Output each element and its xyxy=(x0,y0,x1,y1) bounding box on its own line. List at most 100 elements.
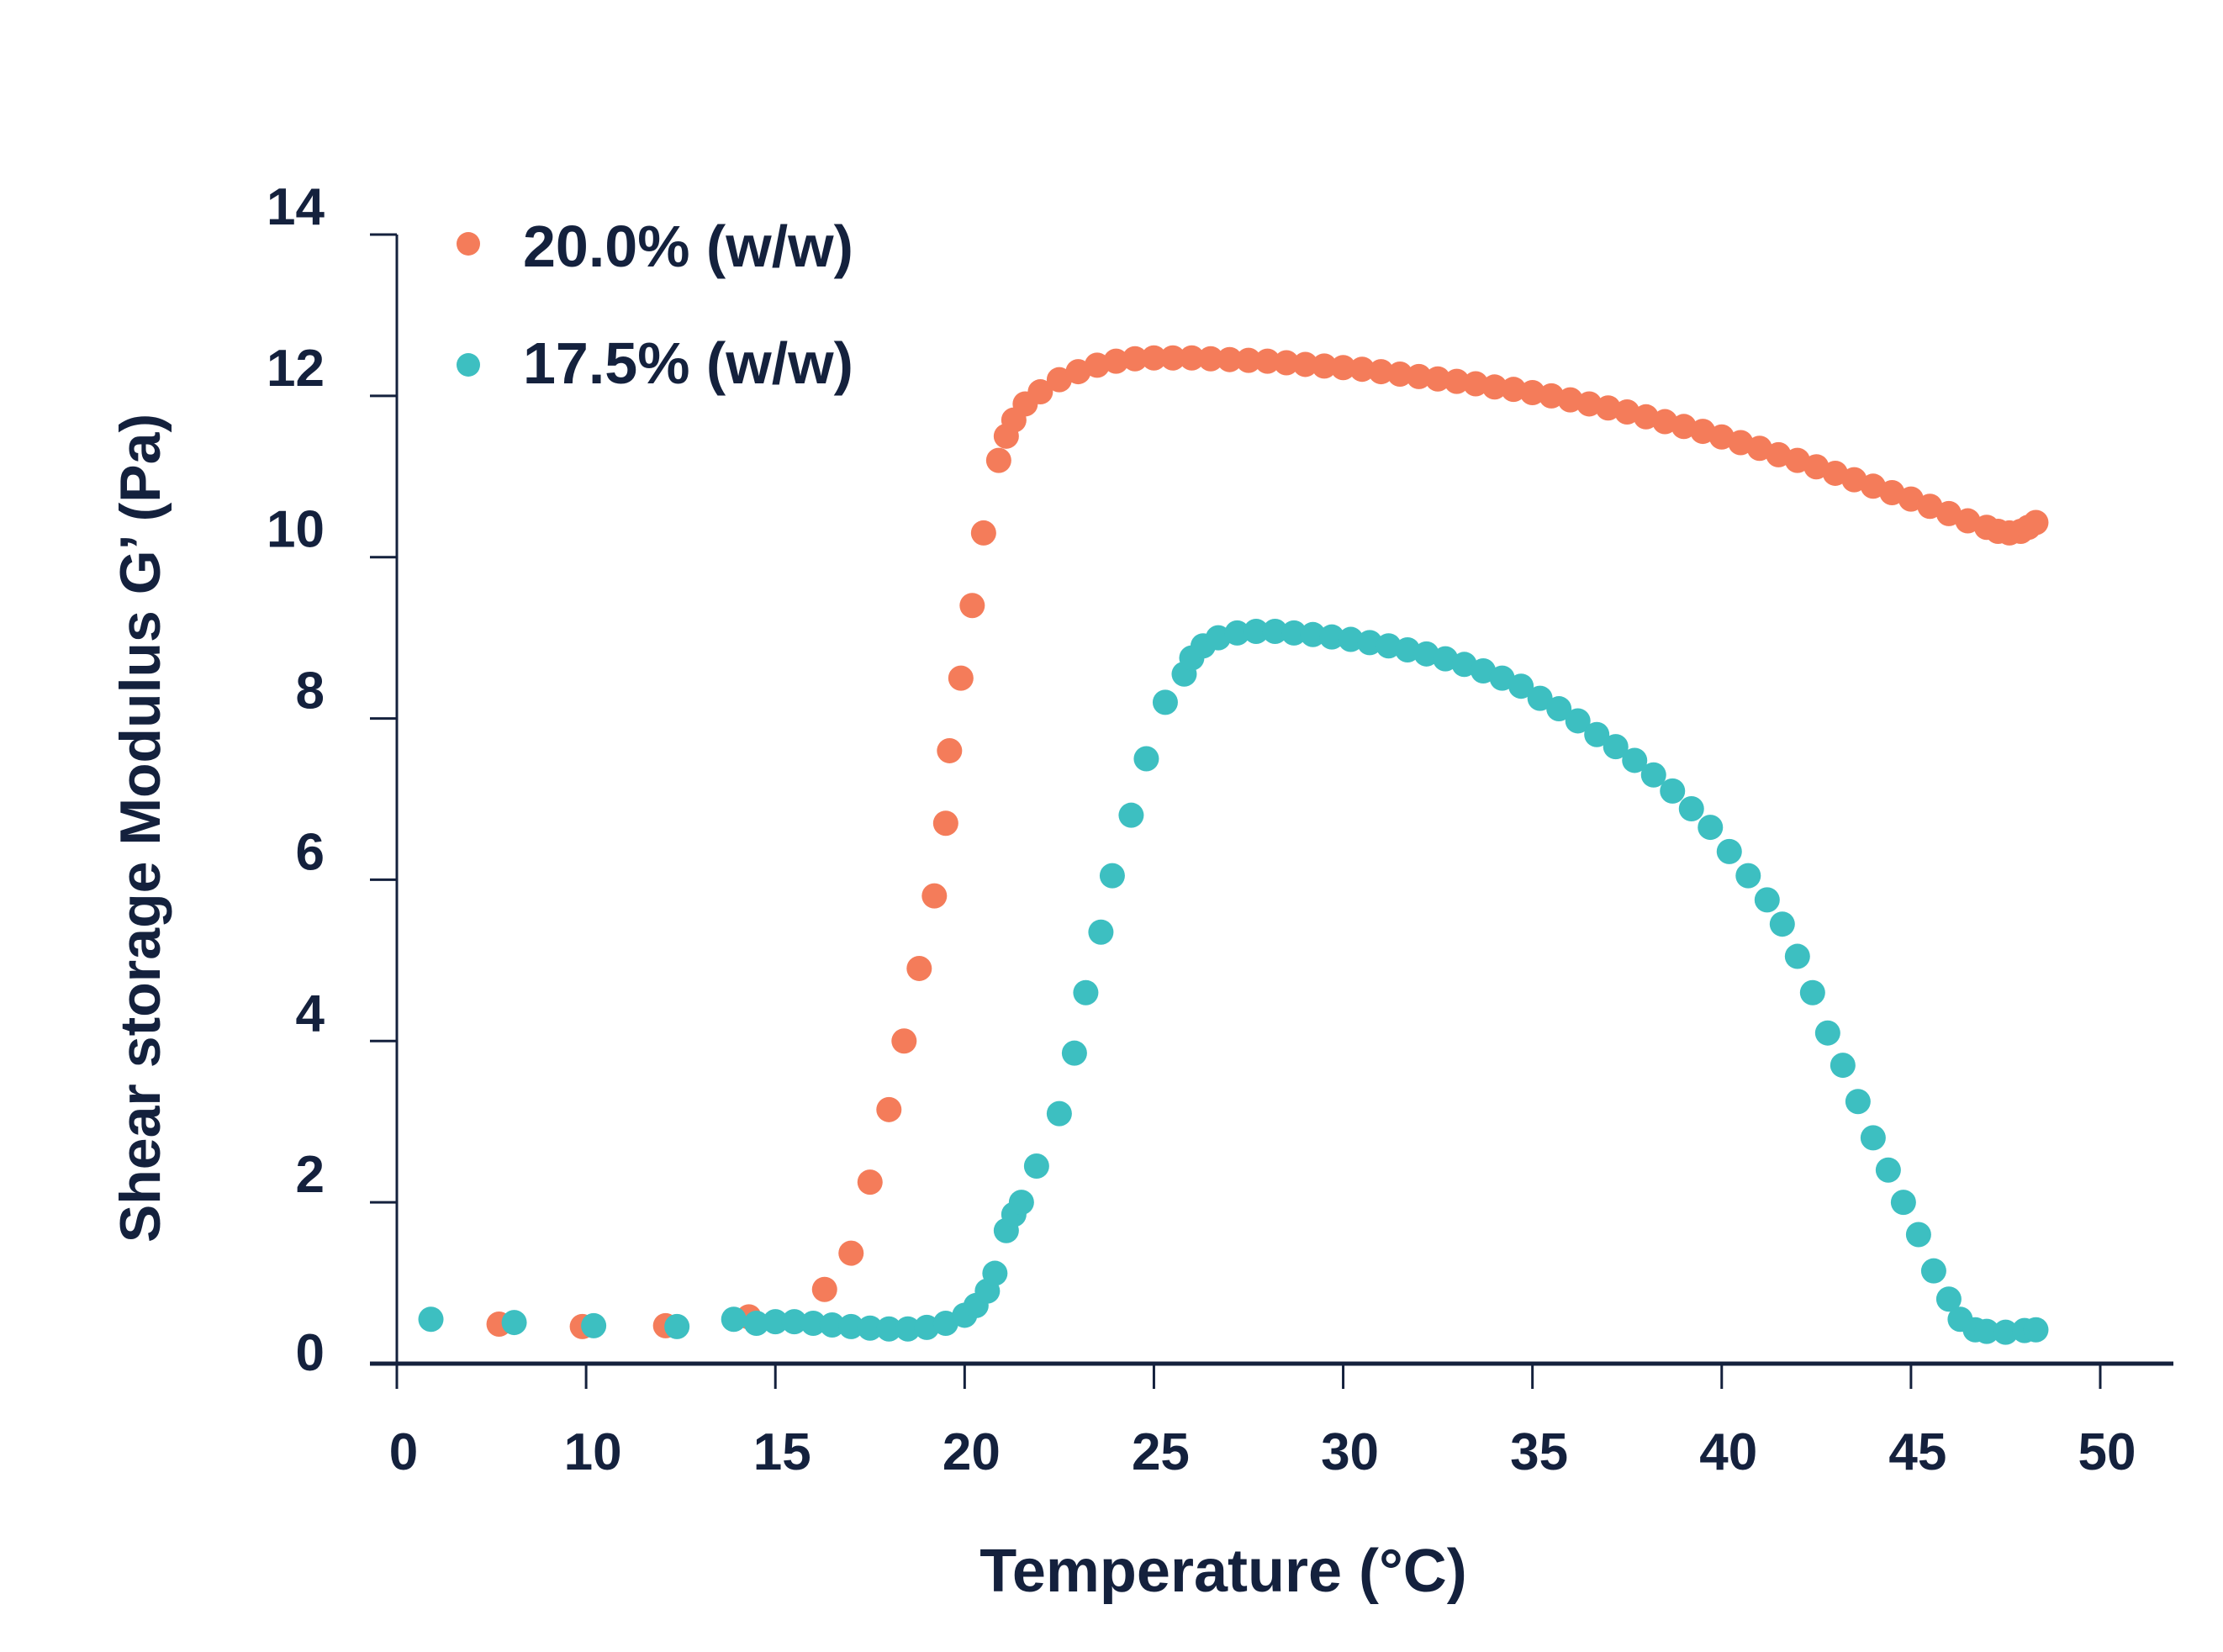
data-point xyxy=(1754,887,1780,913)
data-point xyxy=(781,1309,807,1335)
data-point xyxy=(1640,762,1666,788)
data-point xyxy=(1955,508,1981,534)
data-point xyxy=(1008,1190,1034,1216)
data-point xyxy=(1338,626,1364,652)
data-point xyxy=(1898,486,1924,512)
data-point xyxy=(1875,1157,1901,1183)
x-tick-label: 25 xyxy=(1132,1423,1190,1481)
data-point xyxy=(800,1311,826,1337)
data-point xyxy=(1622,747,1648,773)
data-point xyxy=(1935,1286,1962,1312)
data-point xyxy=(1519,380,1545,406)
data-point xyxy=(1973,1318,1999,1344)
y-tick-label: 14 xyxy=(267,178,325,236)
data-point xyxy=(1841,467,1867,493)
data-point xyxy=(1103,348,1129,374)
data-point xyxy=(1406,363,1432,389)
data-point xyxy=(1387,361,1413,387)
data-point xyxy=(838,1240,864,1266)
data-point xyxy=(982,1260,1008,1286)
data-point xyxy=(1244,618,1270,644)
legend: 20.0% (w/w) 17.5% (w/w) xyxy=(457,214,853,396)
data-point xyxy=(1803,454,1830,480)
data-point xyxy=(763,1309,789,1335)
x-tick-label: 0 xyxy=(389,1423,418,1481)
data-point xyxy=(1993,1319,2019,1345)
data-point xyxy=(1698,815,1724,841)
data-point xyxy=(932,1311,958,1337)
data-point xyxy=(1735,863,1761,889)
data-point xyxy=(1376,633,1402,659)
data-point xyxy=(1061,1040,1087,1066)
data-point xyxy=(1728,430,1754,456)
data-point xyxy=(1766,441,1792,467)
x-tick-label: 15 xyxy=(753,1423,811,1481)
data-point xyxy=(1860,1125,1886,1151)
x-tick-label: 10 xyxy=(564,1423,622,1481)
data-point xyxy=(1349,356,1376,383)
data-point xyxy=(1027,379,1053,405)
legend-marker-17-5 xyxy=(457,353,480,377)
x-tick-label: 20 xyxy=(943,1423,1001,1481)
data-point xyxy=(895,1316,921,1342)
data-point xyxy=(743,1311,769,1337)
data-point xyxy=(2023,509,2049,536)
data-point xyxy=(1879,479,1905,505)
data-point xyxy=(1046,1100,1072,1127)
y-tick-label: 2 xyxy=(296,1146,325,1204)
data-point xyxy=(721,1306,747,1333)
data-point xyxy=(1603,734,1629,760)
data-point xyxy=(1330,355,1356,381)
data-point xyxy=(1527,685,1553,711)
data-point xyxy=(664,1313,690,1339)
data-point xyxy=(1451,652,1477,678)
data-point xyxy=(1671,414,1697,440)
y-tick-label: 0 xyxy=(296,1324,325,1382)
data-point xyxy=(1546,696,1572,722)
data-point xyxy=(1716,838,1742,864)
data-point xyxy=(1099,863,1125,889)
data-point xyxy=(1444,368,1470,394)
legend-marker-20-0 xyxy=(457,232,480,256)
data-point xyxy=(1652,409,1678,435)
data-point xyxy=(1141,345,1167,371)
data-point xyxy=(1281,620,1307,646)
y-tick-label: 4 xyxy=(296,984,325,1042)
data-point xyxy=(1046,367,1072,393)
data-point xyxy=(1565,708,1591,734)
data-point xyxy=(1254,348,1280,374)
data-point xyxy=(1413,641,1439,667)
data-point xyxy=(2023,1317,2049,1343)
data-point xyxy=(1224,620,1250,646)
data-point xyxy=(1584,721,1610,747)
data-point xyxy=(985,447,1011,473)
data-point xyxy=(501,1310,527,1336)
data-point xyxy=(1769,911,1795,937)
data-point xyxy=(1217,346,1243,372)
data-point xyxy=(1205,625,1231,651)
data-point xyxy=(1425,366,1451,392)
data-point xyxy=(1660,778,1686,804)
y-tick-label: 12 xyxy=(267,340,325,398)
data-point xyxy=(1300,621,1326,647)
data-point xyxy=(1539,383,1565,409)
data-point xyxy=(1262,618,1288,644)
data-point xyxy=(1236,347,1261,373)
legend-label-17-5: 17.5% (w/w) xyxy=(523,330,853,396)
data-point xyxy=(1088,919,1114,945)
x-tick-label: 40 xyxy=(1699,1423,1757,1481)
data-point xyxy=(1481,374,1508,400)
data-point xyxy=(1312,353,1338,379)
x-axis-label: Temperature (°C) xyxy=(979,1538,1467,1605)
data-point xyxy=(959,593,985,619)
y-tick-label: 6 xyxy=(296,823,325,881)
data-point xyxy=(932,810,958,837)
x-tick-label: 30 xyxy=(1321,1423,1379,1481)
axes: 0 10 15 20 25 30 35 40 45 50 0 2 4 6 8 10 12 14 xyxy=(267,178,2173,1481)
data-point xyxy=(1576,391,1603,417)
data-point xyxy=(1920,1258,1946,1284)
data-point xyxy=(1065,359,1091,385)
data-point xyxy=(1508,673,1534,699)
data-point xyxy=(1784,943,1810,969)
data-point xyxy=(1471,657,1497,683)
